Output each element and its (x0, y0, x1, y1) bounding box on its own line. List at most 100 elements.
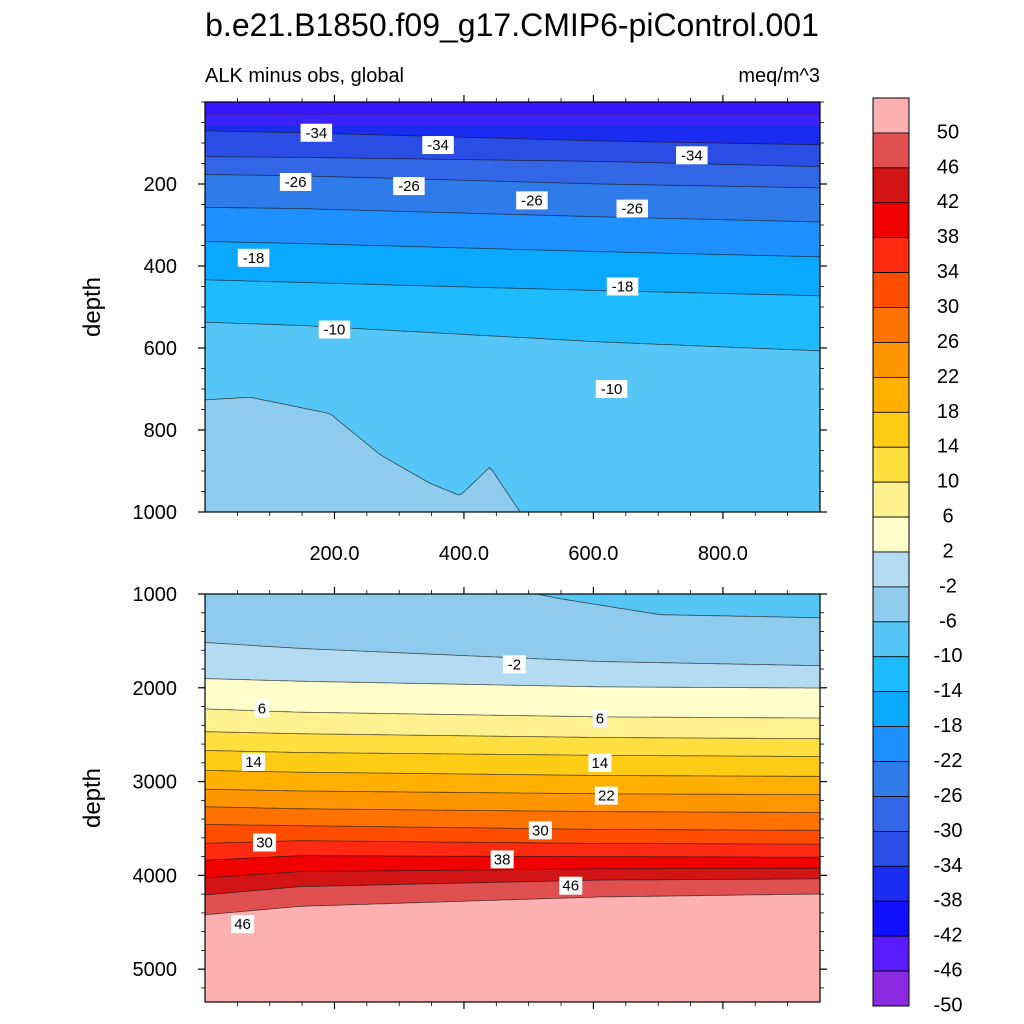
lower-contour-line-10 (205, 840, 820, 845)
upper-contour-label-bg-8 (606, 277, 639, 296)
colorbar-swatch-6 (872, 761, 910, 797)
upper-contour-line-6 (205, 279, 820, 297)
colorbar-swatch-10 (872, 621, 910, 658)
upper-contour-label-text-4: -26 (398, 178, 420, 195)
colorbar-label-13: 2 (942, 540, 953, 562)
upper-contour-label-7: -18 (237, 248, 270, 267)
colorbar-label-10: -10 (934, 645, 963, 667)
lower-fills (205, 594, 820, 1002)
lower-contour-label-4: 14 (588, 753, 612, 772)
colorbar-swatch-23 (872, 167, 910, 204)
lower-contour-label-bg-2 (592, 709, 608, 728)
upper-fills (205, 102, 820, 512)
upper-contour-label-9: -10 (318, 320, 351, 339)
colorbar-swatch-5 (872, 796, 910, 832)
lower-contour-label-text-8: 38 (494, 851, 511, 868)
upper-contour-label-4: -26 (393, 177, 425, 196)
colorbar-swatch-1 (872, 935, 910, 972)
upper-contour-label-bg-5 (516, 191, 548, 210)
upper-contour-label-bg-4 (393, 177, 425, 196)
lower-contour-label-bg-9 (559, 876, 583, 895)
lower-contour-line-2 (205, 678, 820, 689)
lower-contour-line-6 (205, 770, 820, 777)
upper-contour-label-10: -10 (595, 380, 628, 398)
lower-contour-line-3 (205, 708, 820, 719)
colorbar: 50 46 42 38 34 30 26 22 18 14 10 6 2 -2 -6 -10 -14 -18 -22… (872, 97, 963, 1016)
colorbar-swatch-0 (872, 970, 910, 1007)
upper-contour-label-5: -26 (516, 191, 548, 210)
colorbar-label-3: -38 (934, 890, 963, 912)
colorbar-swatch-11 (872, 586, 910, 623)
lower-contour-label-8: 38 (490, 850, 514, 869)
lower-contour-label-1: 6 (254, 699, 270, 718)
colorbar-label-12: -2 (939, 575, 957, 597)
colorbar-label-2: -42 (934, 925, 963, 947)
lower-contour-label-text-3: 14 (245, 754, 262, 771)
lower-ytick-label-0: 1000 (133, 584, 178, 606)
colorbar-swatch-22 (872, 202, 910, 239)
colorbar-swatch-16 (872, 411, 910, 448)
upper-contour-label-text-10: -10 (601, 381, 623, 398)
upper-ytick-label-0: 200 (144, 174, 177, 196)
colorbar-swatch-8 (872, 691, 910, 728)
lower-contour-label-text-5: 22 (598, 788, 615, 805)
upper-contour-label-bg-1 (422, 136, 454, 155)
upper-contour-label-3: -26 (279, 172, 312, 191)
colorbar-label-23: 42 (937, 191, 959, 213)
upper-band-8 (205, 397, 820, 512)
upper-contour-label-bg-6 (616, 199, 649, 218)
upper-ytick-label-3: 800 (144, 420, 177, 442)
colorbar-swatch-4 (872, 830, 910, 867)
upper-ytick-label-2: 600 (144, 338, 177, 360)
lower-contour-label-text-2: 6 (596, 711, 604, 728)
upper-contour-line-7 (205, 321, 820, 352)
colorbar-swatch-12 (872, 551, 910, 588)
upper-contour-label-bg-10 (595, 380, 628, 398)
lower-contour-label-6: 30 (253, 833, 277, 852)
lower-contour-line-4 (205, 731, 820, 740)
upper-contour-label-bg-0 (300, 123, 333, 142)
lower-contour-label-0: -2 (502, 655, 526, 674)
colorbar-swatch-25 (872, 97, 910, 134)
lower-contour-label-bg-3 (242, 752, 266, 771)
upper-contour-line-5 (205, 241, 820, 258)
colorbar-label-17: 18 (937, 401, 959, 423)
lower-contour-label-bg-4 (588, 753, 612, 772)
colorbar-label-11: -6 (939, 610, 957, 632)
upper-contour-label-1: -34 (422, 136, 454, 155)
lower-contour-line-5 (205, 750, 820, 757)
lower-contour-label-text-10: 46 (234, 916, 251, 933)
lower-contour-label-bg-5 (594, 786, 618, 805)
colorbar-swatch-7 (872, 726, 910, 762)
lower-contour-label-bg-7 (528, 821, 552, 840)
lower-contour-line-7 (205, 788, 820, 796)
upper-contour-label-bg-3 (279, 172, 312, 191)
upper-contour-label-text-7: -18 (243, 250, 265, 267)
lower-contour-line-13 (205, 878, 820, 896)
colorbar-swatch-18 (872, 342, 910, 378)
colorbar-swatch-15 (872, 446, 910, 483)
lower-contour-label-text-1: 6 (258, 700, 266, 717)
colorbar-swatch-20 (872, 272, 910, 308)
upper-ytick-label-4: 1000 (133, 502, 178, 524)
lower-band-14 (205, 894, 820, 1002)
upper-contour-label-0: -34 (300, 123, 333, 142)
colorbar-label-19: 26 (937, 331, 959, 353)
lower-contour-line-0 (534, 594, 820, 619)
upper-contour-label-text-2: -34 (681, 147, 703, 164)
lower-contour-label-text-7: 30 (532, 822, 549, 839)
x-tick-label-3: 800.0 (698, 543, 748, 565)
lower-contour-line-9 (205, 824, 820, 831)
colorbar-label-0: -50 (934, 994, 963, 1016)
lower-contour-line-14 (205, 893, 820, 916)
lower-contour-label-10: 46 (231, 915, 255, 934)
x-tick-label-2: 600.0 (568, 543, 618, 565)
colorbar-label-25: 50 (937, 121, 959, 143)
colorbar-label-9: -14 (934, 680, 963, 702)
upper-contour-label-text-1: -34 (427, 137, 449, 154)
lower-contour-label-bg-8 (490, 850, 514, 869)
lower-contour-label-bg-6 (253, 833, 277, 852)
upper-contour-label-text-5: -26 (521, 192, 543, 209)
upper-contour-label-bg-2 (676, 146, 708, 165)
